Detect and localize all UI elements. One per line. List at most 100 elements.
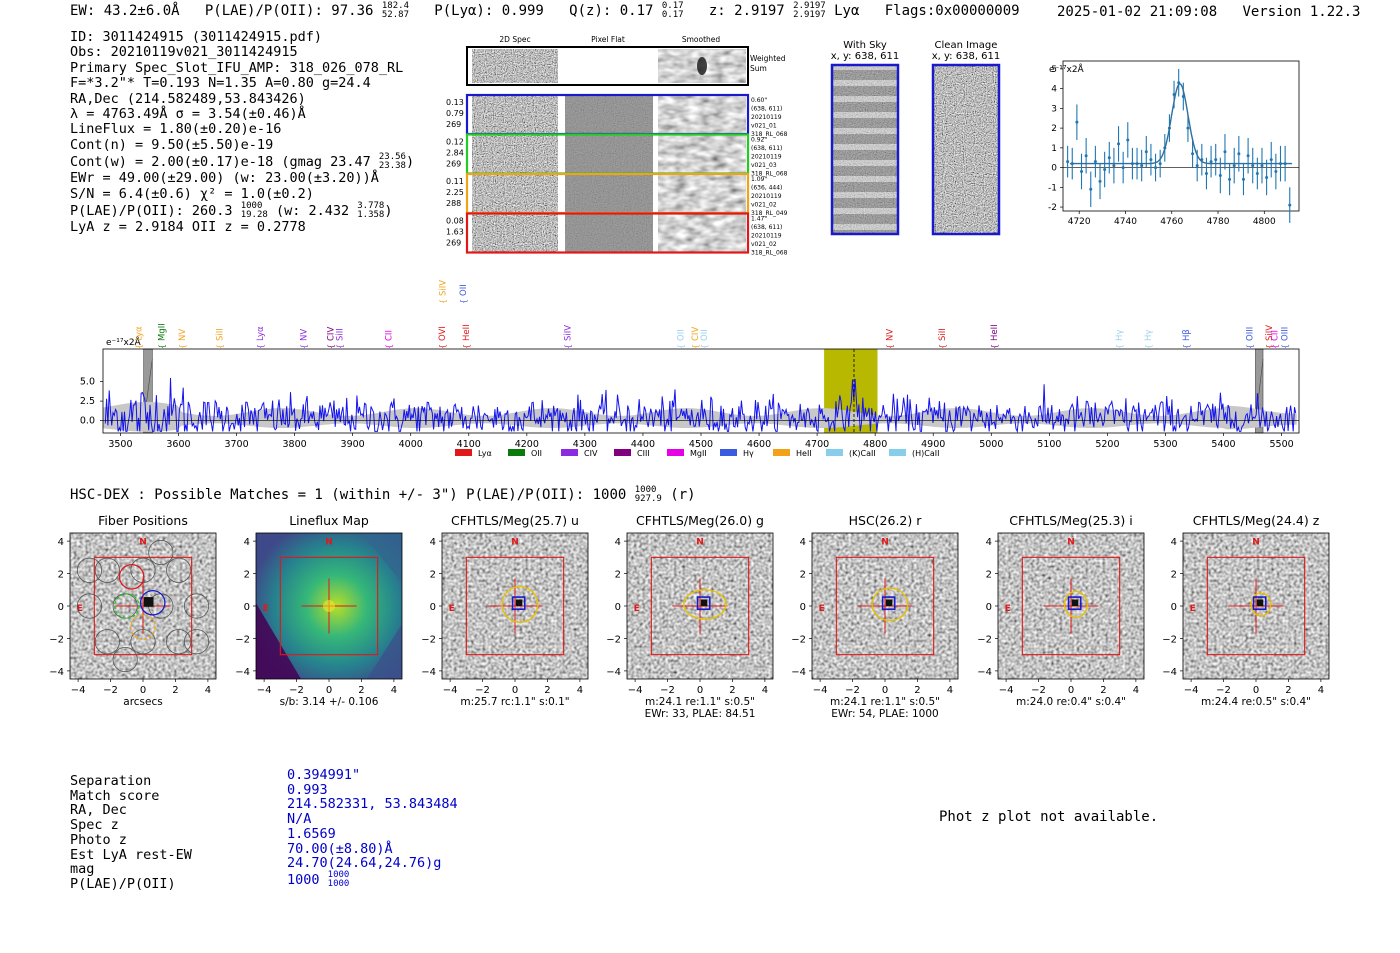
match-values: 0.394991" 0.993 214.582331, 53.843484 N/…	[287, 768, 458, 889]
fiber-row-meta: 1.09"	[751, 176, 767, 183]
match-box	[881, 596, 896, 611]
zoom-axes-frame	[1062, 60, 1300, 212]
east-label: E	[634, 604, 640, 614]
cutout-ytick-label: −2	[421, 634, 436, 645]
zoom-xtick-label: 4780	[1207, 217, 1230, 227]
clean-image	[933, 65, 999, 234]
north-label: N	[881, 537, 889, 547]
zoom-ytick-label: 1	[1051, 144, 1057, 154]
timestamp: 2025-01-02 21:09:08	[1057, 4, 1218, 20]
cutout-xtick-label: 0	[140, 685, 146, 696]
cutout-ytick-label: 0	[1171, 602, 1177, 613]
zoom-data-point	[1223, 150, 1227, 154]
fiber-smooth-image	[658, 96, 746, 133]
zoom-xtick-label: 4720	[1068, 217, 1091, 227]
zoom-ytick-label: 4	[1051, 85, 1057, 95]
fiber-2d-image	[472, 96, 558, 133]
full-xtick-label: 5100	[1037, 439, 1061, 450]
zoom-data-point	[1107, 156, 1111, 160]
line-marker-label: MgII	[158, 323, 168, 341]
aperture-box	[279, 556, 379, 656]
cutout-xtick-label: −4	[628, 685, 643, 696]
zoom-spectrum-plot: e⁻¹⁷x2Å -2 -1 0 1 2 3 4 5 4720 4740 4760 4780 4800	[1048, 60, 1300, 227]
source-ellipse	[1250, 592, 1272, 617]
zoom-data-point	[1144, 150, 1148, 154]
match-label: Photo z	[70, 831, 127, 848]
cutout-xtick-label: −2	[289, 685, 304, 696]
zoom-data-point	[1066, 160, 1070, 164]
zoom-data-point	[1251, 164, 1255, 168]
north-label: N	[1252, 537, 1260, 547]
header-right: 2025-01-02 21:09:08 Version 1.22.3	[1057, 4, 1360, 20]
zoom-fit-curve	[1069, 82, 1293, 165]
fiber-row-meta: 20210119	[751, 114, 782, 121]
fit-params: F=*3.2"* T=0.193 N=1.35 A=0.80 g=24.4	[70, 75, 371, 92]
with-sky-frame	[830, 63, 900, 236]
cutout-ytick-label: 4	[430, 537, 436, 548]
east-label: E	[77, 604, 83, 614]
cutout-panel: CFHTLS/Meg(25.7) u −4 −4 −2 −2 0 0 2 2 4 4 N Em:25.7…	[421, 513, 589, 708]
match-label: Separation	[70, 773, 152, 789]
weighted-label-1: Weighted	[750, 54, 786, 63]
cutout-xtick-label: 0	[1068, 685, 1074, 696]
version: Version 1.22.3	[1242, 4, 1361, 20]
cutout-xtick-label: −4	[443, 685, 458, 696]
legend-label: OII	[531, 449, 542, 458]
full-xtick-label: 3500	[108, 439, 132, 450]
cutout-caption-2: EWr: 33, PLAE: 84.51	[645, 708, 756, 720]
weighted-label-2: Sum	[750, 64, 767, 73]
z-value: z: 2.9197	[708, 3, 785, 19]
plae-info: P(LAE)/P(OII): 260.3 1000 19.28 (w: 2.432…	[70, 201, 393, 221]
fiber-highlight-circle	[113, 593, 140, 619]
zoom-data-point	[1237, 152, 1241, 156]
cutout-caption: s/b: 3.14 +/- 0.106	[280, 696, 379, 708]
summary-header: EW: 43.2±6.0Å P(LAE)/P(OII): 97.36 182.4…	[70, 2, 1020, 20]
error-envelope	[103, 401, 1297, 432]
zoom-ytick-label: 0	[1051, 164, 1057, 174]
cutout-ytick-label: 2	[58, 570, 64, 581]
fiber-circle	[112, 646, 138, 673]
fiber-smooth-image	[658, 135, 746, 173]
aperture-box	[1021, 556, 1121, 656]
ew-value: EW: 43.2±6.0Å	[70, 3, 180, 19]
east-label: E	[263, 604, 269, 614]
full-xtick-label: 3600	[166, 439, 190, 450]
lineflux-dark-region	[362, 533, 402, 583]
cutout-panel: CFHTLS/Meg(26.0) g −4 −4 −2 −2 0 0 2 2 4 4 N Em:24.1…	[606, 513, 774, 720]
cutout-caption-2: EWr: 54, PLAE: 1000	[831, 708, 938, 720]
full-xtick-label: 4500	[689, 439, 713, 450]
east-label: E	[449, 604, 455, 614]
cutout-title: CFHTLS/Meg(24.4) z	[1193, 513, 1320, 528]
fiber-row-meta: v021_03	[751, 162, 777, 169]
full-xtick-label: 4900	[921, 439, 945, 450]
legend-label: MgII	[690, 449, 707, 458]
zoom-xtick-label: 4800	[1253, 217, 1276, 227]
lambda-sigma: λ = 4763.49Å σ = 3.54(±0.46)Å	[70, 106, 306, 123]
fiber-circle	[76, 557, 103, 583]
fiber-flat-noise	[565, 214, 653, 252]
match-label: Match score	[70, 787, 160, 804]
cutout-ytick-label: 0	[615, 602, 621, 613]
cutout-ytick-label: 4	[615, 537, 621, 548]
fiber-row-meta: (638, 611)	[751, 224, 782, 231]
cutout-xtick-label: 4	[1133, 685, 1139, 696]
cutout-title: Lineflux Map	[289, 513, 369, 528]
fiber-2d-image	[472, 214, 558, 252]
line-marker-label: Hβ	[1182, 329, 1192, 341]
cutout-xtick-label: −2	[1031, 685, 1046, 696]
sn-chi2: S/N = 6.4(±0.6) χ² = 1.0(±0.2)	[70, 185, 314, 202]
legend-swatch	[561, 449, 578, 456]
line-marker-label: OVI	[438, 326, 448, 341]
fiber-row: 0.13 0.79 269 0.60" (638, 611)20210119 v021_0…	[446, 93, 788, 138]
cutout-panel: CFHTLS/Meg(24.4) z −4 −4 −2 −2 0 0 2 2 4 4 N Em:24.4…	[1162, 513, 1330, 708]
cutout-caption: m:24.4 re:0.5" s:0.4"	[1201, 696, 1311, 708]
zoom-data-point	[1265, 175, 1269, 179]
cutout-xtick-label: 4	[205, 685, 211, 696]
cont-w: Cont(w) = 2.00(±0.17)e-18 (gmag 23.47 23…	[70, 152, 415, 172]
zoom-data-point	[1117, 142, 1121, 146]
flux-peak	[323, 600, 335, 612]
cutout-ytick-label: 4	[244, 537, 250, 548]
legend-label: (H)CaII	[912, 449, 939, 458]
line-marker-brace: {	[1265, 344, 1274, 349]
match-value: 214.582331, 53.843484	[287, 796, 458, 813]
